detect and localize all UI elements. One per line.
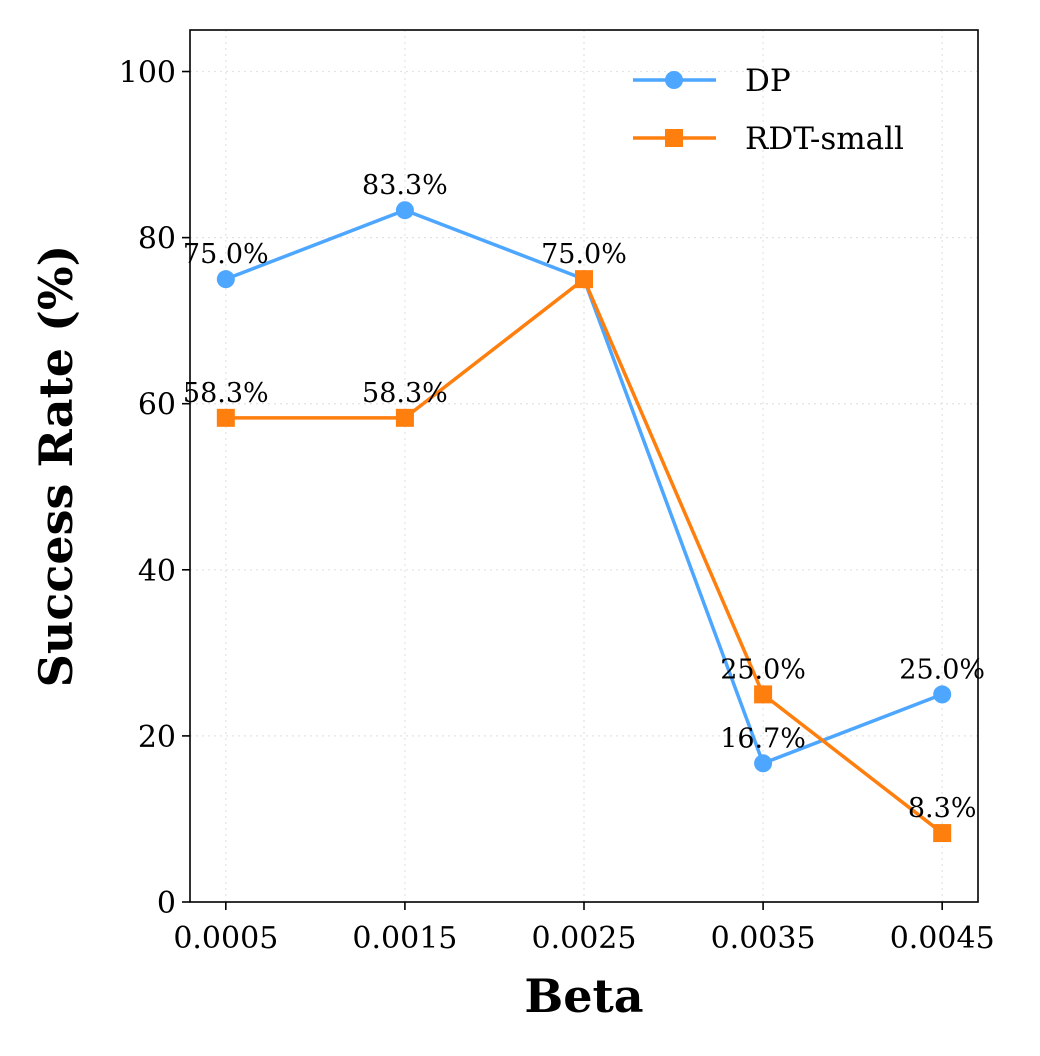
y-axis-title: Success Rate (%) — [29, 245, 83, 688]
x-tick-label: 0.0035 — [711, 921, 816, 956]
data-label-dp: 83.3% — [362, 170, 448, 201]
legend-marker-rdt-small — [665, 129, 683, 147]
series-line-rdt-small — [225, 277, 944, 835]
data-point-dp — [395, 201, 414, 220]
data-label-dp: 75.0% — [541, 239, 627, 270]
x-tick-label: 0.0025 — [532, 921, 637, 956]
data-label-dp: 25.0% — [899, 654, 985, 685]
data-point-rdt-small — [754, 685, 773, 704]
data-point-rdt-small — [933, 824, 952, 843]
data-label-rdt-small: 58.3% — [183, 378, 269, 409]
y-tick-label: 100 — [119, 56, 176, 91]
data-point-dp — [933, 685, 952, 704]
y-tick-label: 60 — [138, 388, 176, 423]
x-tick-label: 0.0005 — [173, 921, 278, 956]
data-point-dp — [754, 754, 773, 773]
legend-label-rdt-small: RDT-small — [745, 121, 904, 157]
y-tick-label: 80 — [138, 222, 176, 257]
data-label-rdt-small: 58.3% — [362, 378, 448, 409]
x-tick-label: 0.0015 — [352, 921, 457, 956]
legend-label-dp: DP — [745, 63, 791, 99]
x-axis-title: Beta — [524, 969, 643, 1023]
data-label-dp: 75.0% — [183, 239, 269, 270]
data-point-rdt-small — [216, 408, 235, 427]
data-label-dp: 16.7% — [720, 723, 806, 754]
legend-marker-dp — [665, 71, 683, 89]
x-tick-label: 0.0045 — [890, 921, 995, 956]
y-tick-label: 0 — [157, 886, 176, 921]
axis-ticks: 0.0005 0.0015 0.0025 0.0035 0.0045 0 20 40 60 80 1… — [119, 56, 995, 956]
data-label-rdt-small: 25.0% — [720, 654, 806, 685]
data-point-dp — [216, 270, 235, 289]
data-labels: 75.0% 83.3% 75.0% 16.7% 25.0% 58.3% 58.3% 25.0%… — [183, 170, 985, 824]
data-point-rdt-small — [395, 408, 414, 427]
legend: DP RDT-small — [633, 63, 904, 157]
data-point-rdt-small — [575, 270, 593, 289]
y-tick-label: 40 — [138, 554, 176, 589]
series-layer — [216, 201, 952, 843]
y-tick-label: 20 — [138, 720, 176, 755]
data-label-rdt-small: 8.3% — [908, 793, 977, 824]
